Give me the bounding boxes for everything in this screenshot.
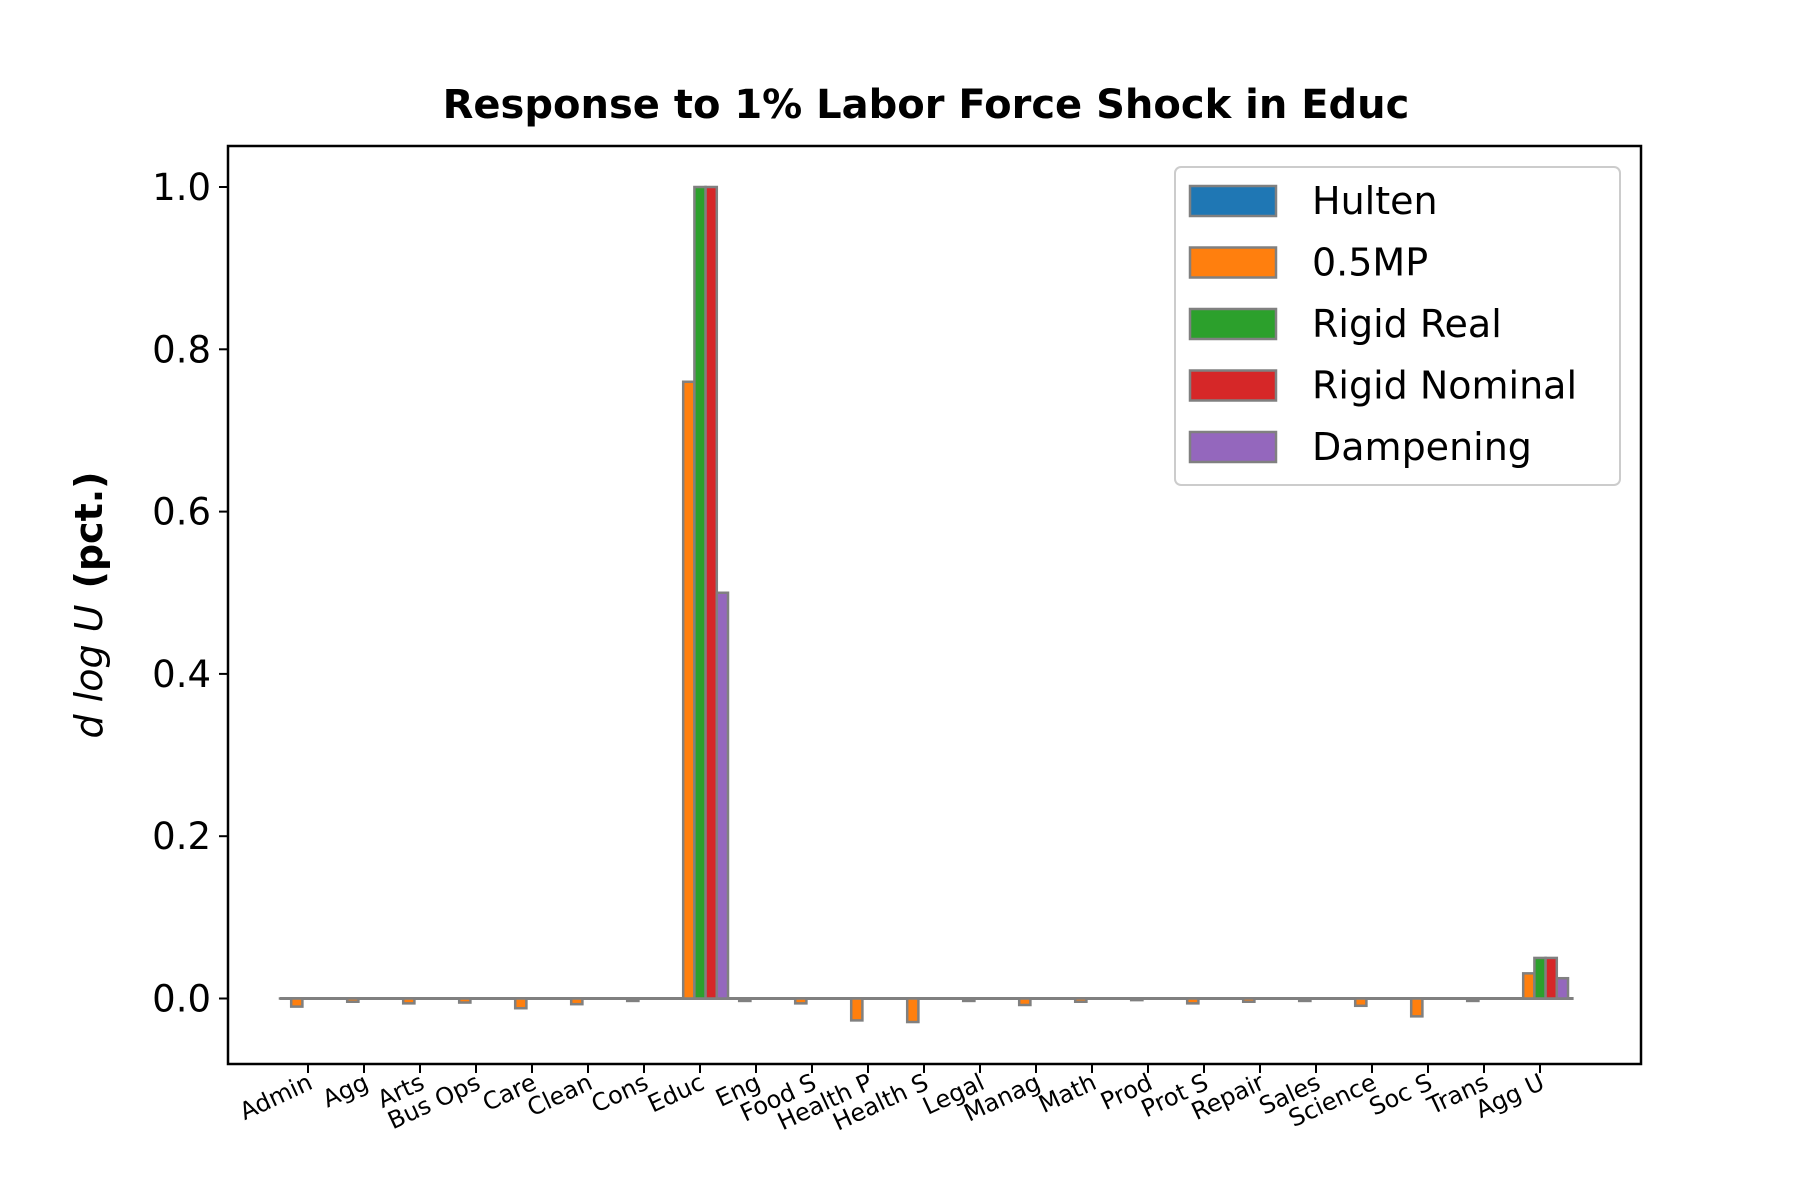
bar <box>1185 997 1200 1005</box>
bar <box>345 997 360 1003</box>
legend-box <box>1174 166 1621 486</box>
legend-item: 0.5MP <box>1188 241 1428 285</box>
bar <box>737 997 752 1003</box>
bar <box>1129 997 1144 1002</box>
bar <box>905 997 920 1024</box>
y-axis: 0.0 0.2 0.4 0.6 0.8 1.0 <box>152 166 228 1021</box>
bar <box>569 997 584 1006</box>
bar <box>1297 997 1312 1003</box>
bar <box>1521 972 1536 1000</box>
bar <box>793 997 808 1005</box>
bar <box>961 997 976 1003</box>
bar <box>715 591 730 1000</box>
legend-label: 0.5MP <box>1312 241 1428 285</box>
legend: Hulten 0.5MP Rigid Real Rigid Nominal Dampen… <box>1174 166 1621 486</box>
legend-label: Hulten <box>1312 179 1438 223</box>
bar <box>1465 997 1480 1003</box>
bar <box>1533 956 1547 1000</box>
y-tick-label: 1.0 <box>152 166 211 209</box>
axes-frame <box>226 144 1643 1066</box>
legend-swatch <box>1188 369 1278 402</box>
y-axis-label-math: d log U <box>67 604 111 738</box>
legend-label: Rigid Nominal <box>1312 364 1577 408</box>
bar <box>704 185 719 1000</box>
bar <box>681 380 696 1000</box>
series-dampening <box>323 591 1570 1000</box>
y-axis-label-unit: (pct.) <box>67 471 111 588</box>
legend-label: Dampening <box>1312 425 1532 469</box>
bar <box>513 997 528 1010</box>
legend-swatch <box>1188 430 1278 464</box>
bar <box>1017 997 1032 1007</box>
bar <box>457 997 472 1004</box>
bar <box>1555 976 1570 1000</box>
chart-title: Response to 1% Labor Force Shock in Educ <box>443 82 1410 128</box>
y-tick-label: 0.0 <box>152 978 211 1021</box>
bar <box>693 185 707 1000</box>
y-tick-label: 0.6 <box>152 491 211 534</box>
plot-area <box>278 185 1574 1024</box>
legend-item: Rigid Nominal <box>1188 364 1577 408</box>
legend-swatch <box>1188 184 1278 218</box>
bar <box>1409 997 1424 1018</box>
legend-item: Hulten <box>1188 179 1438 223</box>
legend-item: Rigid Real <box>1188 302 1502 346</box>
legend-swatch <box>1188 307 1278 341</box>
y-tick-label: 0.8 <box>152 328 211 371</box>
bar <box>849 997 864 1022</box>
bar <box>289 997 304 1008</box>
bar <box>401 997 416 1005</box>
y-tick-label: 0.2 <box>152 815 211 858</box>
bar <box>1353 997 1368 1008</box>
bar <box>1544 956 1559 1000</box>
y-tick-label: 0.4 <box>152 653 211 696</box>
y-axis-label: d log U (pct.) <box>67 471 111 738</box>
bar <box>625 997 640 1003</box>
bar <box>1241 997 1256 1003</box>
bar <box>1073 997 1088 1003</box>
legend-label: Rigid Real <box>1312 302 1502 346</box>
legend-swatch <box>1188 246 1278 279</box>
legend-item: Dampening <box>1188 425 1532 469</box>
